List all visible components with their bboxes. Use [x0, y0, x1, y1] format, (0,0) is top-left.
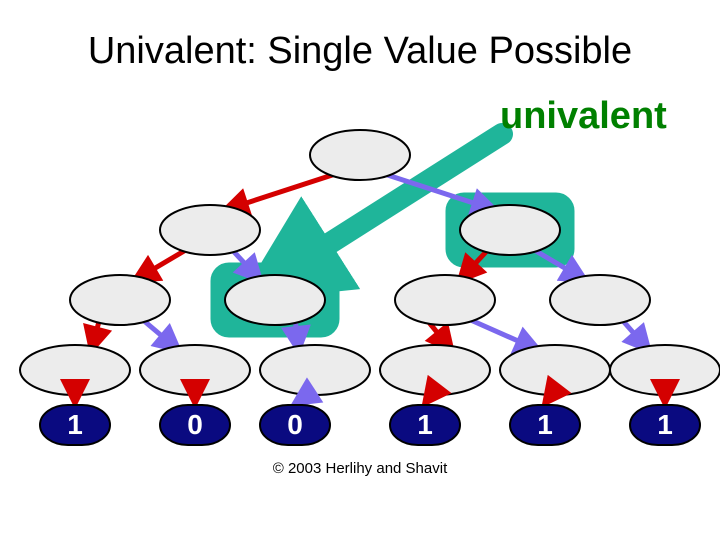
- leaf-value: 0: [187, 409, 203, 441]
- leaf-value: 1: [67, 409, 83, 441]
- univalent-label: univalent: [500, 95, 667, 138]
- copyright-footer: © 2003 Herlihy and Shavit: [0, 460, 720, 477]
- tree-diagram: [0, 0, 720, 540]
- leaf-value: 1: [417, 409, 433, 441]
- leaf-value: 0: [287, 409, 303, 441]
- leaf-value: 1: [657, 409, 673, 441]
- leaf-value: 1: [537, 409, 553, 441]
